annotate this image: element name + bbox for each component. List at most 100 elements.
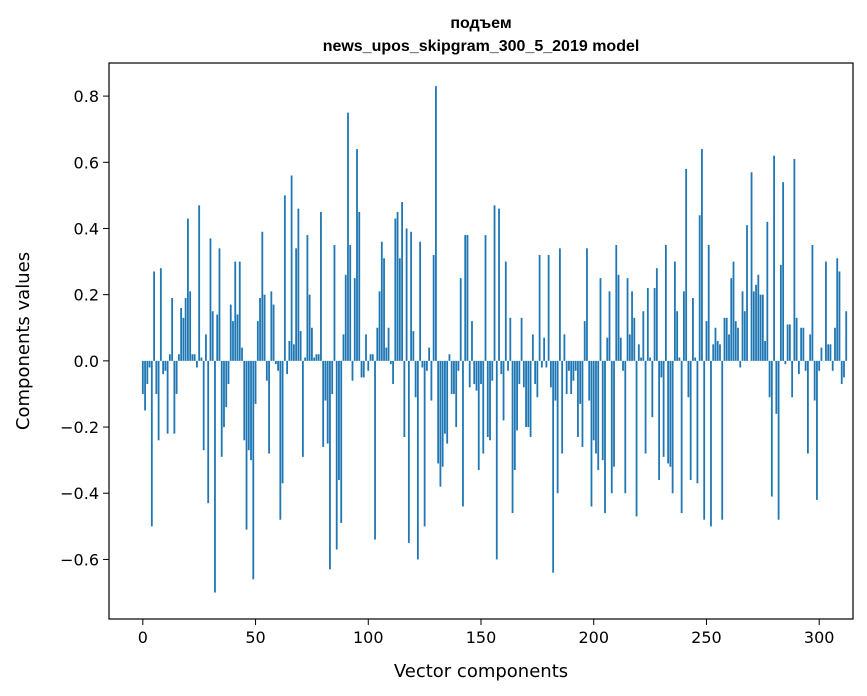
bar bbox=[311, 327, 313, 361]
bar bbox=[534, 360, 537, 385]
bar bbox=[779, 264, 782, 361]
bar bbox=[547, 254, 550, 361]
bar bbox=[227, 360, 230, 385]
chart-title-line2: news_upos_skipgram_300_5_2019 model bbox=[323, 38, 640, 55]
bar bbox=[421, 360, 424, 368]
bar bbox=[698, 215, 701, 361]
y-axis-ticks: −0.6 −0.4 −0.2 0.0 0.2 0.4 0.6 0.8 bbox=[60, 87, 109, 569]
bar bbox=[840, 360, 843, 385]
bar bbox=[712, 344, 715, 361]
bar bbox=[696, 360, 699, 484]
bar bbox=[595, 360, 597, 454]
bar bbox=[308, 294, 311, 361]
bar bbox=[473, 360, 476, 385]
bar bbox=[173, 360, 176, 434]
bar bbox=[358, 211, 361, 361]
bar bbox=[522, 360, 525, 388]
bar bbox=[561, 360, 564, 454]
bar bbox=[649, 357, 651, 361]
bar bbox=[658, 360, 661, 480]
bar bbox=[687, 360, 690, 398]
bar bbox=[545, 360, 548, 368]
bar bbox=[455, 360, 458, 428]
bar bbox=[759, 294, 762, 361]
bar bbox=[168, 354, 171, 361]
bar bbox=[816, 360, 818, 500]
bar bbox=[737, 327, 739, 361]
bar bbox=[761, 294, 764, 361]
bar bbox=[369, 354, 372, 361]
bar bbox=[141, 360, 144, 394]
bar bbox=[329, 360, 331, 570]
bar bbox=[734, 321, 737, 361]
bar bbox=[378, 291, 381, 361]
bar bbox=[274, 360, 277, 365]
y-tick-label: 0.0 bbox=[74, 352, 99, 371]
bar bbox=[261, 231, 264, 361]
bar bbox=[834, 327, 836, 361]
bar bbox=[338, 360, 340, 480]
bar bbox=[489, 360, 491, 441]
bar bbox=[529, 360, 532, 437]
bar bbox=[613, 360, 615, 467]
bar bbox=[543, 337, 546, 361]
bar bbox=[500, 360, 503, 375]
bar bbox=[653, 288, 656, 361]
bar bbox=[281, 360, 284, 484]
bar bbox=[292, 344, 295, 361]
bar bbox=[403, 360, 406, 437]
bar bbox=[590, 360, 593, 507]
x-tick-label: 300 bbox=[804, 628, 835, 647]
bar bbox=[459, 278, 462, 361]
bar bbox=[288, 341, 291, 361]
bar bbox=[335, 360, 338, 550]
bar bbox=[301, 360, 304, 457]
bar bbox=[626, 278, 629, 361]
bar bbox=[200, 357, 203, 361]
bar bbox=[216, 314, 219, 361]
bar bbox=[804, 360, 807, 371]
bar bbox=[245, 360, 248, 530]
bar bbox=[680, 360, 683, 514]
bar bbox=[419, 241, 422, 361]
bar bbox=[157, 360, 160, 441]
bar bbox=[401, 202, 403, 361]
bar bbox=[441, 360, 444, 467]
x-tick-label: 50 bbox=[245, 628, 265, 647]
bar bbox=[144, 360, 146, 411]
bar bbox=[685, 168, 688, 361]
bar bbox=[211, 311, 214, 361]
bar bbox=[493, 205, 496, 361]
bar bbox=[646, 288, 649, 361]
bar bbox=[263, 294, 266, 361]
bar bbox=[664, 245, 667, 361]
bar bbox=[714, 327, 717, 361]
bar bbox=[295, 248, 298, 361]
bar bbox=[793, 158, 796, 361]
bar bbox=[425, 360, 428, 371]
bar bbox=[518, 360, 521, 385]
bar bbox=[525, 360, 527, 428]
bar bbox=[374, 360, 376, 540]
bar bbox=[407, 360, 410, 543]
bar bbox=[196, 360, 198, 368]
bar bbox=[243, 360, 246, 441]
bar bbox=[683, 291, 685, 361]
bar bbox=[655, 268, 658, 361]
bar bbox=[504, 261, 507, 361]
bar bbox=[383, 258, 385, 361]
bar bbox=[667, 360, 670, 464]
x-axis-label: Vector components bbox=[394, 661, 568, 682]
bar bbox=[752, 291, 755, 361]
bar bbox=[770, 360, 773, 497]
bar bbox=[299, 331, 302, 361]
bar bbox=[574, 360, 577, 371]
bar bbox=[477, 360, 480, 471]
bar bbox=[380, 241, 383, 361]
bar bbox=[342, 334, 345, 361]
bar bbox=[750, 172, 753, 361]
bar bbox=[389, 360, 392, 365]
bar bbox=[207, 360, 210, 504]
bar bbox=[376, 327, 379, 361]
bar bbox=[462, 360, 464, 507]
